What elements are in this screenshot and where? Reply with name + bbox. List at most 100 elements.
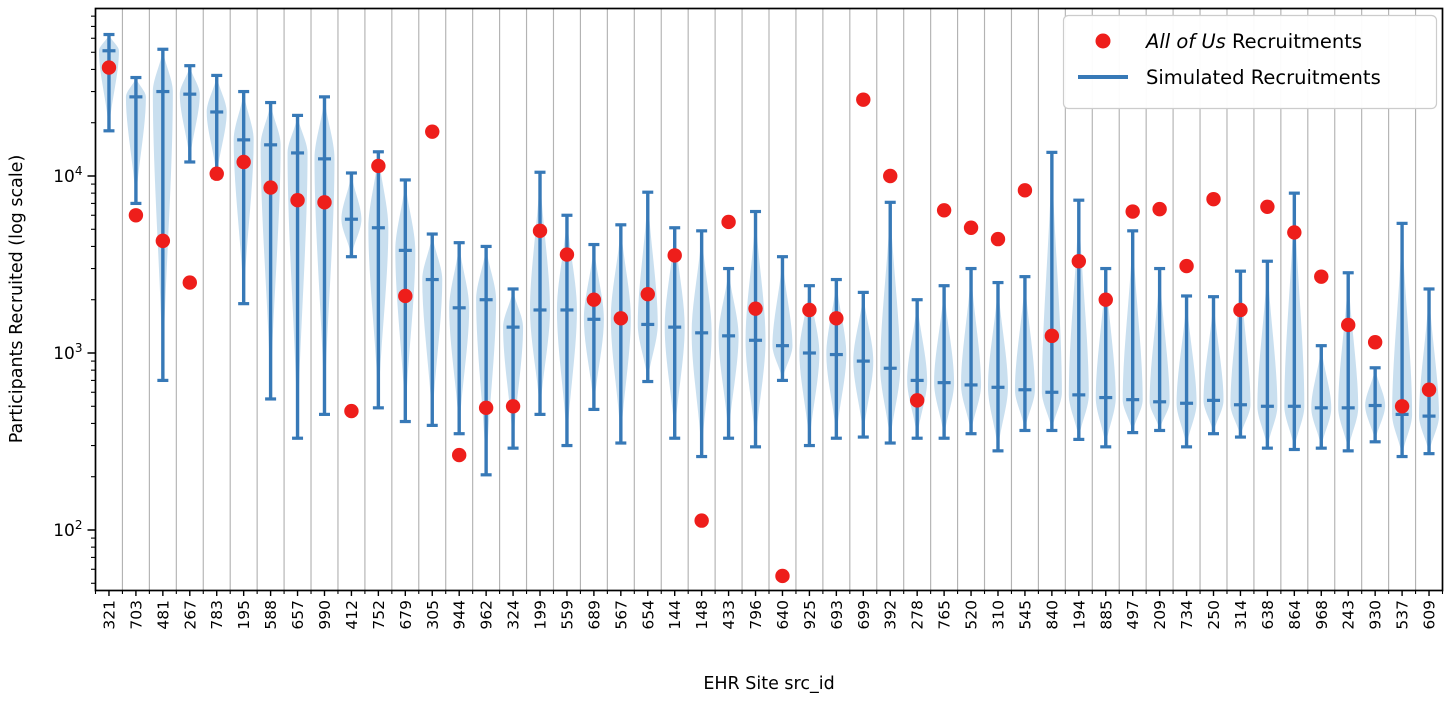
violin-site-199 <box>530 170 551 416</box>
dot-site-144 <box>667 248 682 263</box>
dot-site-968 <box>1314 269 1329 284</box>
x-tick-label-144: 144 <box>666 600 684 630</box>
violin-site-944 <box>449 241 470 436</box>
x-tick-label-765: 765 <box>936 600 954 630</box>
x-tick-label-840: 840 <box>1043 600 1061 630</box>
dot-site-194 <box>1071 254 1087 269</box>
dot-site-990 <box>317 195 332 210</box>
y-axis-label: Participants Recruited (log scale) <box>7 155 27 444</box>
x-tick-label-324: 324 <box>505 600 523 630</box>
violin-site-144 <box>664 226 685 440</box>
violin-site-243 <box>1338 271 1359 453</box>
dot-site-250 <box>1206 191 1221 207</box>
violin-site-752 <box>368 150 389 410</box>
x-tick-label-567: 567 <box>612 600 630 630</box>
simulated-violins <box>98 32 1440 477</box>
dot-site-433 <box>721 214 736 230</box>
violin-site-640 <box>772 255 793 383</box>
x-tick-label-195: 195 <box>235 600 253 630</box>
violin-site-962 <box>476 244 497 477</box>
x-tick-label-944: 944 <box>451 600 469 630</box>
violin-site-840 <box>1041 150 1062 433</box>
violin-site-324 <box>503 287 524 450</box>
dot-site-693 <box>829 311 844 326</box>
x-tick-label-885: 885 <box>1097 600 1115 630</box>
violin-site-412 <box>341 171 362 259</box>
violin-site-654 <box>637 190 658 384</box>
dot-site-703 <box>128 208 144 223</box>
dot-site-392 <box>883 168 898 184</box>
x-tick-label-194: 194 <box>1070 600 1088 630</box>
x-tick-label-968: 968 <box>1313 600 1331 630</box>
dot-site-885 <box>1098 292 1113 307</box>
x-tick-label-796: 796 <box>747 600 765 630</box>
violin-site-267 <box>179 64 200 164</box>
x-tick-label-679: 679 <box>397 600 415 630</box>
violin-site-194 <box>1068 198 1089 441</box>
x-tick-label-734: 734 <box>1178 600 1196 630</box>
x-axis-label: EHR Site src_id <box>703 674 834 694</box>
violin-site-310 <box>987 280 1008 453</box>
legend-label-simulated: Simulated Recruitments <box>1146 66 1381 89</box>
dot-site-267 <box>182 275 197 290</box>
x-tick-label-267: 267 <box>181 600 199 630</box>
y-tick-label-10e3: 103 <box>53 341 82 364</box>
violin-site-433 <box>718 266 739 440</box>
x-tick-label-783: 783 <box>208 600 226 630</box>
legend-label-all-of-us: All of Us Recruitments <box>1144 30 1362 53</box>
violin-site-537 <box>1392 221 1413 459</box>
violin-site-609 <box>1419 287 1440 456</box>
dot-site-783 <box>209 166 224 181</box>
violin-site-497 <box>1122 229 1143 435</box>
dot-site-412 <box>344 403 359 419</box>
violin-site-195 <box>233 89 254 306</box>
x-tick-label-520: 520 <box>963 600 981 630</box>
x-tick-label-545: 545 <box>1016 600 1034 630</box>
x-tick-label-481: 481 <box>154 600 172 630</box>
x-tick-label-638: 638 <box>1259 600 1277 630</box>
violin-site-968 <box>1311 344 1332 450</box>
dot-site-657 <box>290 192 305 208</box>
axes: 102 103 104 321 703 481 267 783 195 588 657 990 412 7… <box>53 7 1444 630</box>
violin-site-657 <box>287 113 308 440</box>
violin-site-520 <box>961 266 982 436</box>
x-tick-label-990: 990 <box>316 600 334 630</box>
x-tick-label-305: 305 <box>424 600 442 630</box>
dot-site-734 <box>1179 258 1194 274</box>
dot-site-962 <box>478 400 494 416</box>
x-tick-label-243: 243 <box>1340 600 1358 630</box>
x-tick-label-412: 412 <box>343 600 361 630</box>
violin-site-693 <box>826 277 847 440</box>
dot-site-324 <box>505 399 521 414</box>
dot-site-864 <box>1287 225 1302 240</box>
dot-site-765 <box>936 203 952 218</box>
violin-site-321 <box>98 32 119 133</box>
x-tick-label-864: 864 <box>1286 600 1304 630</box>
x-tick-label-310: 310 <box>989 600 1007 630</box>
x-tick-label-699: 699 <box>855 600 873 630</box>
x-tick-label-537: 537 <box>1394 600 1412 630</box>
dot-site-840 <box>1044 328 1060 344</box>
violin-site-588 <box>260 100 281 401</box>
all-of-us-dots <box>101 60 1437 584</box>
x-tick-label-250: 250 <box>1205 600 1223 630</box>
violin-site-734 <box>1176 294 1197 449</box>
dot-site-321 <box>101 60 117 75</box>
x-tick-label-278: 278 <box>909 600 927 630</box>
dot-site-497 <box>1125 204 1140 219</box>
x-tick-label-657: 657 <box>289 600 307 630</box>
legend-box <box>1062 14 1438 110</box>
dot-site-752 <box>371 158 386 174</box>
violin-site-638 <box>1257 259 1278 450</box>
dot-site-305 <box>425 124 440 139</box>
x-tick-label-752: 752 <box>370 600 388 630</box>
x-tick-label-321: 321 <box>100 600 118 630</box>
violin-site-990 <box>314 95 335 416</box>
violin-site-703 <box>125 75 146 206</box>
violin-site-148 <box>691 229 712 459</box>
x-tick-label-962: 962 <box>478 600 496 630</box>
x-tick-label-703: 703 <box>127 600 145 630</box>
violin-site-481 <box>152 47 173 383</box>
violin-site-699 <box>853 290 874 439</box>
